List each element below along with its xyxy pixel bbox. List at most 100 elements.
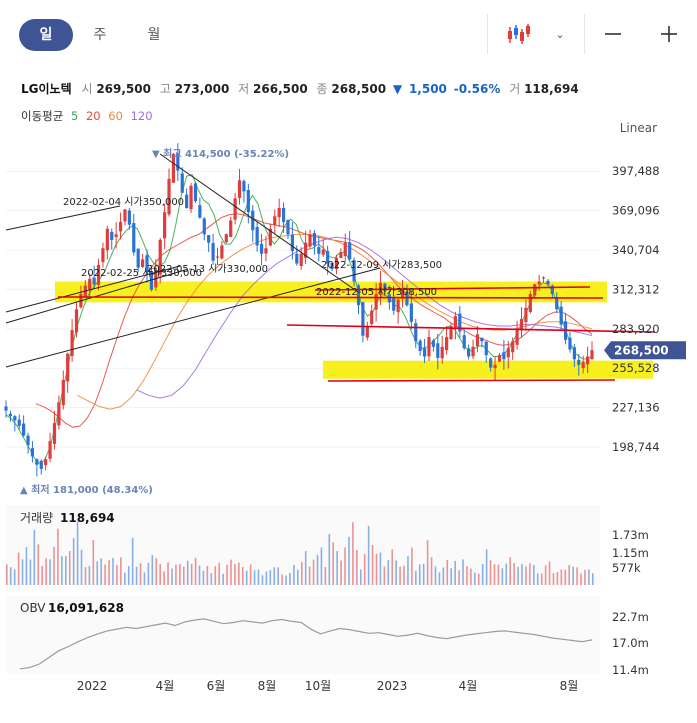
volume-bar <box>6 564 8 585</box>
volume-bar <box>159 564 161 585</box>
volume-bar <box>525 566 527 585</box>
price-tick-label: 369,096 <box>612 204 660 218</box>
candle-body <box>17 419 21 426</box>
volume-bar <box>198 565 201 585</box>
price-tick-label: 312,312 <box>612 282 660 296</box>
open-label: 시 <box>81 82 93 96</box>
annotations: 2022-02-04 시가350,000 2022-02-25 시가330,000… <box>63 196 442 298</box>
time-tick-label: 2023 <box>377 679 408 693</box>
volume-bar <box>548 561 551 585</box>
volume-bar <box>356 549 358 585</box>
zoom-out-button[interactable] <box>585 14 641 54</box>
candle-body <box>74 309 79 333</box>
candle-body <box>264 248 268 254</box>
volume-bar <box>375 554 378 585</box>
candle-body <box>418 340 422 351</box>
volume-bar <box>249 564 252 585</box>
candle-body <box>392 298 396 311</box>
volume-bar <box>477 573 480 585</box>
candle-body <box>189 185 193 210</box>
annotation-label: 2022-02-04 시가350,000 <box>63 196 184 208</box>
candle-body <box>524 307 528 322</box>
volume-bar <box>489 560 492 585</box>
candle-body <box>35 459 39 465</box>
candle-body <box>585 356 590 365</box>
volume-bar <box>76 521 79 585</box>
volume-bar <box>297 569 299 585</box>
scale-mode-button[interactable]: Linear <box>619 121 657 135</box>
volume-bar <box>155 558 158 585</box>
candle-body <box>13 416 17 421</box>
candle-body <box>233 198 237 220</box>
time-tick-label: 10월 <box>305 679 331 693</box>
volume-bar <box>116 564 118 585</box>
candle-body <box>396 299 400 313</box>
volume-bar <box>194 557 197 585</box>
volume-bar <box>285 575 287 585</box>
candle-body <box>167 178 171 215</box>
ma-5: 5 <box>70 109 79 123</box>
volume-bar <box>127 566 130 585</box>
ma-20: 20 <box>85 109 101 123</box>
candle-body <box>290 234 294 252</box>
volume-bar <box>328 534 331 585</box>
zoom-in-button[interactable] <box>641 14 697 54</box>
volume-bar <box>135 566 138 585</box>
candle-body <box>52 423 57 444</box>
volume-bar <box>123 572 126 585</box>
volume-bar <box>92 539 95 585</box>
chart-type-button[interactable]: ⌄ <box>488 14 584 54</box>
candle-body <box>348 242 352 260</box>
volume-bar <box>234 564 236 585</box>
time-axis: 2022 4월 6월 8월 10월 2023 4월 8월 <box>77 679 579 693</box>
volume-bar <box>33 529 36 585</box>
candle-body <box>140 259 145 267</box>
current-price-label: 268,500 <box>614 344 669 358</box>
candle-body <box>251 210 255 231</box>
candle-body <box>304 242 308 258</box>
volume-bar <box>544 565 547 585</box>
volume-bar <box>320 547 323 585</box>
volume-bar <box>415 570 417 585</box>
volume-bar <box>540 573 543 585</box>
candle-body <box>484 341 488 356</box>
volume-bar <box>190 563 193 585</box>
candle-body <box>44 459 48 466</box>
candle-body <box>568 337 572 350</box>
candle-body <box>48 441 52 459</box>
volume-bar <box>41 565 43 585</box>
candle-body <box>409 303 413 322</box>
candle-body <box>374 294 378 310</box>
volume-bar <box>222 573 224 585</box>
tab-monthly[interactable]: 월 <box>147 27 161 43</box>
tab-daily[interactable]: 일 <box>19 19 73 51</box>
candle-body <box>414 323 418 342</box>
moving-average-legend[interactable]: 이동평균 5 20 60 120 <box>21 108 157 124</box>
candle-body <box>519 319 524 331</box>
volume-bar <box>533 565 535 585</box>
candle-body <box>471 346 475 357</box>
volume-bar <box>348 536 350 585</box>
price-tag-shape <box>604 341 686 360</box>
volume-bar <box>454 560 456 585</box>
volume-bar <box>536 573 539 585</box>
candle-body <box>207 235 211 243</box>
volume-bar <box>53 546 55 585</box>
candle-body <box>356 285 361 306</box>
volume-bar <box>584 569 586 585</box>
candle-body <box>440 346 444 359</box>
candle-body <box>497 355 502 362</box>
candle-body <box>127 210 131 225</box>
candle-body <box>145 255 149 272</box>
change-value: 1,500 <box>408 82 447 96</box>
volume-bar <box>57 528 59 585</box>
tab-weekly[interactable]: 주 <box>93 27 107 43</box>
minus-icon <box>605 33 621 35</box>
open-value: 269,500 <box>96 82 151 96</box>
volume-bar <box>108 560 110 585</box>
chart-tools: ⌄ <box>487 14 697 54</box>
volume-bar <box>151 555 154 585</box>
volume-bar <box>371 545 374 585</box>
